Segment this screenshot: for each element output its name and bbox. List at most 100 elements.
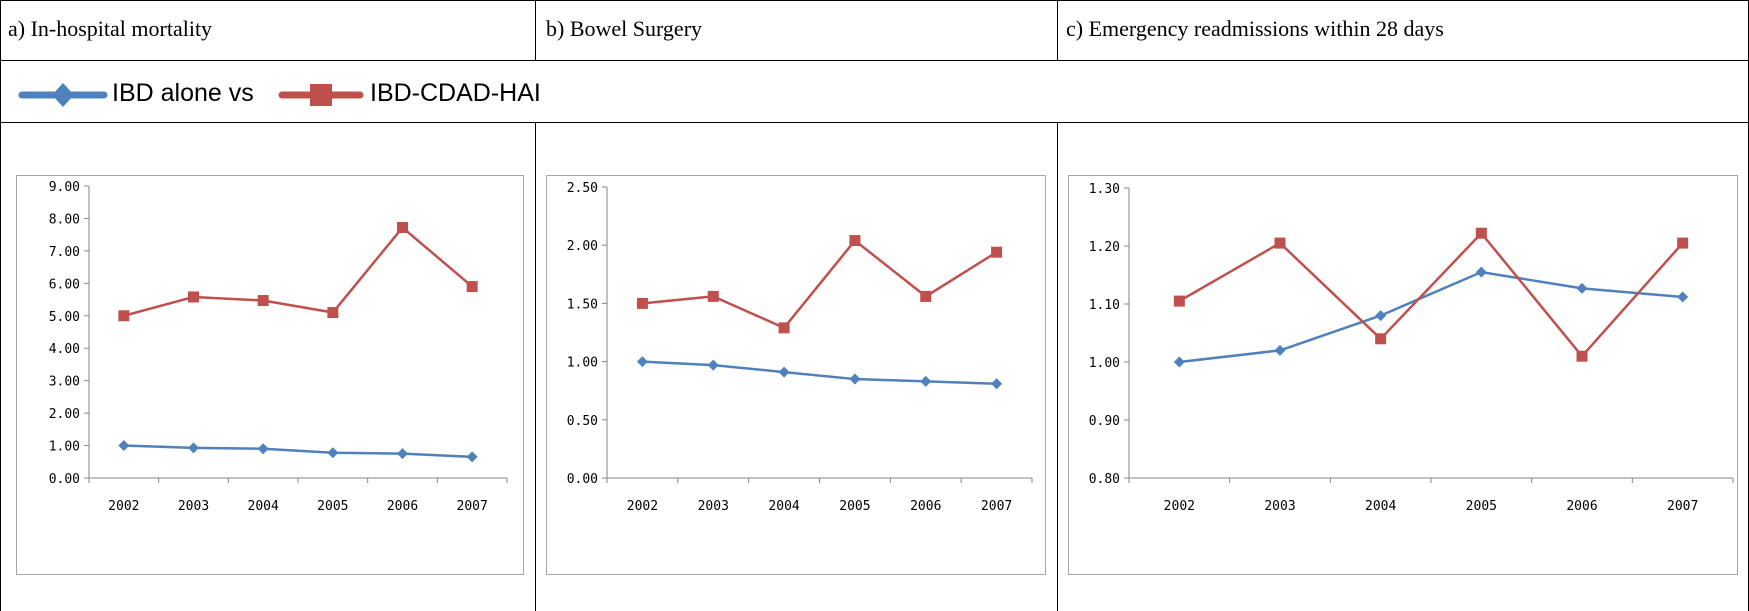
data-point-ibd-alone <box>397 448 408 460</box>
series-line-ibd-cdad-hai <box>1178 231 1684 358</box>
y-tick-label: 6.00 <box>49 277 80 292</box>
data-point-ibd-cdad-hai <box>707 290 719 302</box>
x-tick-label: 2007 <box>457 499 488 514</box>
series-line-ibd-cdad-hai <box>123 226 473 317</box>
table-divider-legend <box>0 122 1749 123</box>
y-tick-label: 1.50 <box>567 297 598 312</box>
y-tick-label: 3.00 <box>49 375 80 390</box>
y-tick-label: 1.00 <box>49 440 80 455</box>
data-point-ibd-alone <box>1375 310 1387 322</box>
x-tick-label: 2005 <box>317 499 348 514</box>
legend-diamond-icon <box>52 83 74 107</box>
legend-marker-ibd-alone <box>18 83 108 107</box>
series-line-ibd-alone <box>123 444 473 459</box>
y-tick-label: 2.00 <box>49 407 80 422</box>
data-point-ibd-alone <box>707 359 719 371</box>
data-point-ibd-alone <box>1576 282 1588 294</box>
y-tick-label: 9.00 <box>49 180 80 195</box>
x-tick-label: 2007 <box>1667 499 1698 514</box>
x-tick-label: 2006 <box>1566 499 1597 514</box>
data-point-ibd-alone <box>188 442 199 454</box>
x-tick-label: 2002 <box>108 499 139 514</box>
table-border-left <box>0 0 1 611</box>
y-tick-label: 5.00 <box>49 310 80 325</box>
data-point-ibd-alone <box>1677 291 1689 303</box>
y-tick-label: 0.90 <box>1089 414 1120 429</box>
chart-svg: 0.00 0.50 1.00 1.50 2.00 2.50 2002 2003 2004 2005… <box>567 181 1033 514</box>
y-tick-label: 0.00 <box>567 472 598 487</box>
data-point-ibd-cdad-hai <box>1677 237 1689 249</box>
y-tick-label: 2.50 <box>567 181 598 196</box>
data-point-ibd-cdad-hai <box>849 235 861 247</box>
data-point-ibd-cdad-hai <box>466 281 478 293</box>
data-point-ibd-cdad-hai <box>991 246 1003 258</box>
series-line-ibd-alone <box>1179 270 1683 364</box>
data-point-ibd-cdad-hai <box>257 295 269 307</box>
y-tick-label: 8.00 <box>49 212 80 227</box>
data-point-ibd-alone <box>849 373 861 385</box>
cell-divider-1-bottom <box>535 122 536 611</box>
chart-emergency-readmissions: 0.80 0.90 1.00 1.10 1.20 1.30 2002 2003 2004 2005… <box>1068 175 1738 575</box>
y-tick-label: 1.10 <box>1089 298 1120 313</box>
data-point-ibd-cdad-hai <box>1274 237 1286 249</box>
x-tick-label: 2003 <box>698 499 729 514</box>
table-divider-header <box>0 60 1749 61</box>
data-point-ibd-alone <box>778 366 790 378</box>
data-point-ibd-cdad-hai <box>1375 333 1387 345</box>
y-tick-label: 4.00 <box>49 342 80 357</box>
x-tick-label: 2005 <box>1466 499 1497 514</box>
x-tick-label: 2004 <box>248 499 279 514</box>
data-point-ibd-cdad-hai <box>1475 227 1487 239</box>
y-tick-label: 1.20 <box>1089 240 1120 255</box>
data-point-ibd-cdad-hai <box>778 322 790 334</box>
legend-label-ibd-cdad-hai: IBD-CDAD-HAI <box>370 79 541 107</box>
x-tick-label: 2005 <box>839 499 870 514</box>
x-tick-label: 2006 <box>910 499 941 514</box>
y-tick-label: 1.30 <box>1089 182 1120 197</box>
data-point-ibd-cdad-hai <box>188 291 199 303</box>
data-point-ibd-alone <box>920 375 932 387</box>
panel-b-title: b) Bowel Surgery <box>546 16 703 41</box>
data-point-ibd-alone <box>636 356 648 368</box>
chart-svg: 0.80 0.90 1.00 1.10 1.20 1.30 2002 2003 2004 2005… <box>1089 182 1734 514</box>
data-point-ibd-alone <box>1475 266 1487 278</box>
data-point-ibd-cdad-hai <box>397 222 408 234</box>
data-point-ibd-cdad-hai <box>1576 350 1588 362</box>
data-point-ibd-cdad-hai <box>327 307 339 319</box>
x-tick-label: 2003 <box>178 499 209 514</box>
legend-square-icon <box>310 84 332 106</box>
y-tick-label: 0.00 <box>49 472 80 487</box>
legend-label-ibd-alone: IBD alone vs <box>112 79 254 107</box>
x-tick-label: 2004 <box>1365 499 1396 514</box>
data-point-ibd-alone <box>327 447 339 459</box>
data-point-ibd-alone <box>991 378 1003 390</box>
x-tick-label: 2006 <box>387 499 418 514</box>
cell-divider-2-bottom <box>1057 122 1058 611</box>
chart-bowel-surgery: 0.00 0.50 1.00 1.50 2.00 2.50 2002 2003 2004 2005… <box>546 175 1046 575</box>
x-tick-label: 2002 <box>1164 499 1195 514</box>
y-tick-label: 2.00 <box>567 239 598 254</box>
y-tick-label: 7.00 <box>49 245 80 260</box>
data-point-ibd-alone <box>118 440 130 452</box>
legend-marker-ibd-cdad-hai <box>278 84 364 106</box>
x-tick-label: 2003 <box>1264 499 1295 514</box>
x-tick-label: 2007 <box>981 499 1012 514</box>
legend: IBD alone vs IBD-CDAD-HAI <box>0 70 900 120</box>
y-tick-label: 0.50 <box>567 414 598 429</box>
table-border-top <box>0 0 1749 1</box>
data-point-ibd-cdad-hai <box>1173 295 1185 307</box>
y-tick-label: 1.00 <box>1089 356 1120 371</box>
data-point-ibd-alone <box>1173 356 1185 368</box>
panel-c-title: c) Emergency readmissions within 28 days <box>1066 16 1444 41</box>
data-point-ibd-cdad-hai <box>118 310 130 322</box>
data-point-ibd-cdad-hai <box>920 290 932 302</box>
series-line-ibd-cdad-hai <box>642 239 998 330</box>
cell-divider-2-top <box>1057 0 1058 61</box>
data-point-ibd-alone <box>257 443 269 455</box>
data-point-ibd-cdad-hai <box>636 297 648 309</box>
panel-a-title: a) In-hospital mortality <box>8 16 213 41</box>
y-tick-label: 1.00 <box>567 356 598 371</box>
y-tick-label: 0.80 <box>1089 472 1120 487</box>
series-line-ibd-alone <box>642 360 997 385</box>
